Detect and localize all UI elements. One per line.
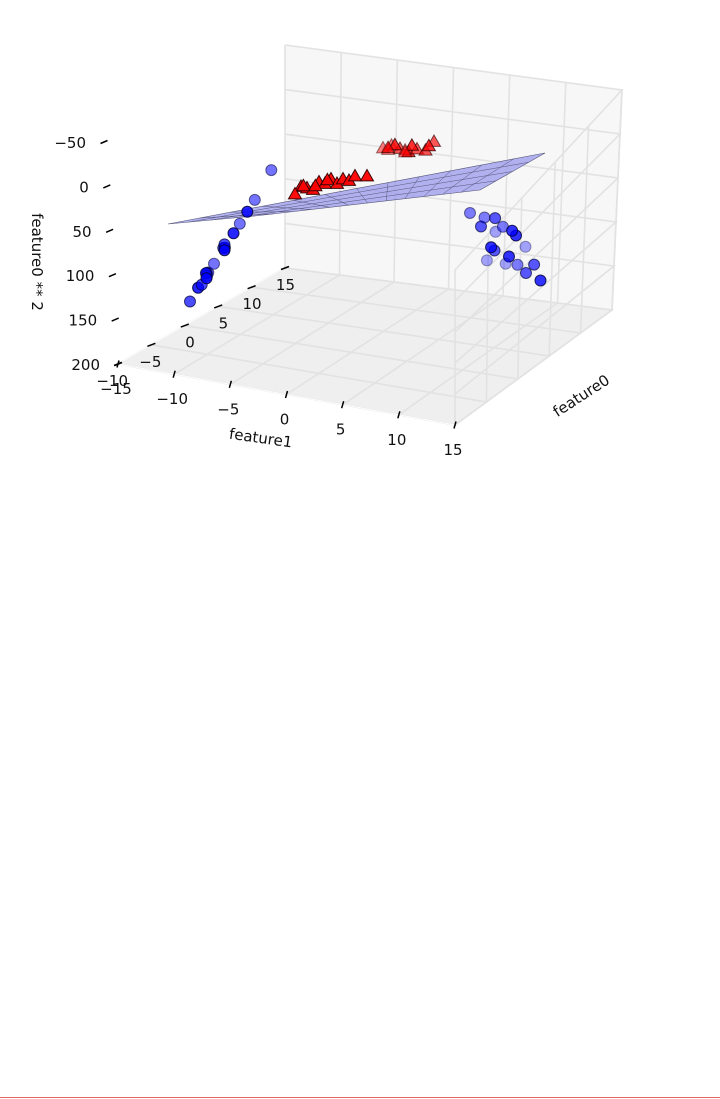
x-tick-mark bbox=[147, 342, 156, 348]
data-point-triangle bbox=[421, 138, 437, 152]
grid-line-z bbox=[284, 44, 624, 271]
y-tick-label: −15 bbox=[100, 380, 132, 398]
data-point-circle bbox=[480, 254, 493, 267]
data-point-circle bbox=[520, 267, 532, 279]
data-point-circle bbox=[248, 193, 261, 206]
data-point-circle bbox=[227, 227, 240, 240]
data-point-triangle bbox=[397, 144, 413, 158]
grid-line-z bbox=[284, 88, 622, 302]
data-point-circle bbox=[184, 295, 196, 308]
data-point-circle bbox=[534, 274, 547, 287]
grid-line-z bbox=[284, 222, 616, 395]
data-point-circle bbox=[265, 164, 278, 177]
x-tick-mark bbox=[180, 323, 190, 328]
y-tick-mark bbox=[397, 411, 401, 419]
data-point-triangle bbox=[308, 178, 323, 192]
data-point-triangle bbox=[320, 172, 335, 186]
data-point-circle bbox=[233, 217, 246, 230]
x-tick-label: 0 bbox=[185, 334, 195, 352]
data-point-triangle bbox=[380, 140, 396, 153]
data-point-circle bbox=[218, 244, 231, 257]
z-tick-label: 50 bbox=[73, 223, 92, 241]
z-tick-mark bbox=[100, 139, 108, 145]
z-tick-label: 200 bbox=[71, 356, 100, 374]
z-tick-label: 0 bbox=[79, 178, 89, 196]
data-point-triangle bbox=[404, 137, 420, 151]
y-tick-mark bbox=[172, 370, 176, 378]
z-tick-label: 150 bbox=[69, 312, 98, 330]
x-tick-mark bbox=[280, 265, 290, 271]
x-tick-label: −10 bbox=[96, 372, 128, 390]
data-point-circle bbox=[489, 212, 502, 225]
y-tick-label: 10 bbox=[387, 431, 406, 449]
z-tick-mark bbox=[103, 184, 111, 189]
x-tick-label: 15 bbox=[276, 276, 295, 294]
y-axis-label: feature1 bbox=[228, 425, 294, 452]
x-axis-line bbox=[117, 267, 286, 365]
x-tick-mark bbox=[247, 284, 256, 290]
plane-grid-line bbox=[211, 171, 513, 221]
data-point-circle bbox=[528, 258, 541, 271]
z-tick-mark bbox=[111, 317, 119, 322]
data-point-triangle bbox=[347, 168, 363, 182]
z-tick-mark bbox=[108, 273, 117, 278]
data-point-triangle bbox=[287, 186, 303, 200]
data-point-triangle bbox=[359, 168, 375, 182]
grid-line-z bbox=[284, 267, 615, 426]
data-point-circle bbox=[499, 257, 512, 270]
data-point-circle bbox=[519, 240, 532, 253]
x-tick-label: 10 bbox=[243, 295, 262, 313]
data-point-circle bbox=[503, 250, 515, 263]
data-point-circle bbox=[208, 257, 220, 270]
data-point-circle bbox=[241, 205, 254, 218]
z-tick-label: −50 bbox=[54, 134, 86, 152]
x-tick-mark bbox=[213, 304, 223, 309]
y-tick-label: −5 bbox=[217, 400, 239, 418]
z-tick-mark bbox=[114, 361, 122, 367]
data-point-circle bbox=[511, 258, 524, 271]
points-front-of-plane bbox=[184, 164, 375, 308]
data-point-triangle bbox=[296, 178, 311, 192]
grid-lines bbox=[117, 44, 624, 426]
y-tick-mark bbox=[228, 380, 233, 389]
data-point-circle bbox=[200, 272, 213, 285]
y-tick-label: 15 bbox=[443, 441, 462, 459]
data-point-circle bbox=[506, 224, 519, 237]
points-behind-plane bbox=[375, 133, 547, 287]
plane-grid-line bbox=[233, 180, 497, 219]
y-tick-label: −10 bbox=[156, 390, 188, 408]
x-tick-label: 5 bbox=[219, 314, 229, 332]
y-tick-mark bbox=[284, 390, 289, 399]
y-tick-mark bbox=[453, 421, 457, 429]
data-point-circle bbox=[464, 207, 476, 219]
x-axis-label: feature0 bbox=[550, 371, 613, 421]
z-axis-label: feature0 ** 2 bbox=[28, 213, 46, 311]
y-tick-label: 5 bbox=[336, 421, 346, 439]
y-tick-label: 0 bbox=[280, 411, 290, 429]
z-tick-mark bbox=[105, 228, 114, 233]
y-tick-mark bbox=[340, 400, 345, 409]
x-tick-label: −5 bbox=[139, 353, 161, 371]
z-tick-label: 100 bbox=[66, 267, 95, 285]
bottom-rule bbox=[0, 1097, 720, 1098]
data-point-circle bbox=[485, 241, 498, 254]
data-point-circle bbox=[478, 211, 491, 224]
